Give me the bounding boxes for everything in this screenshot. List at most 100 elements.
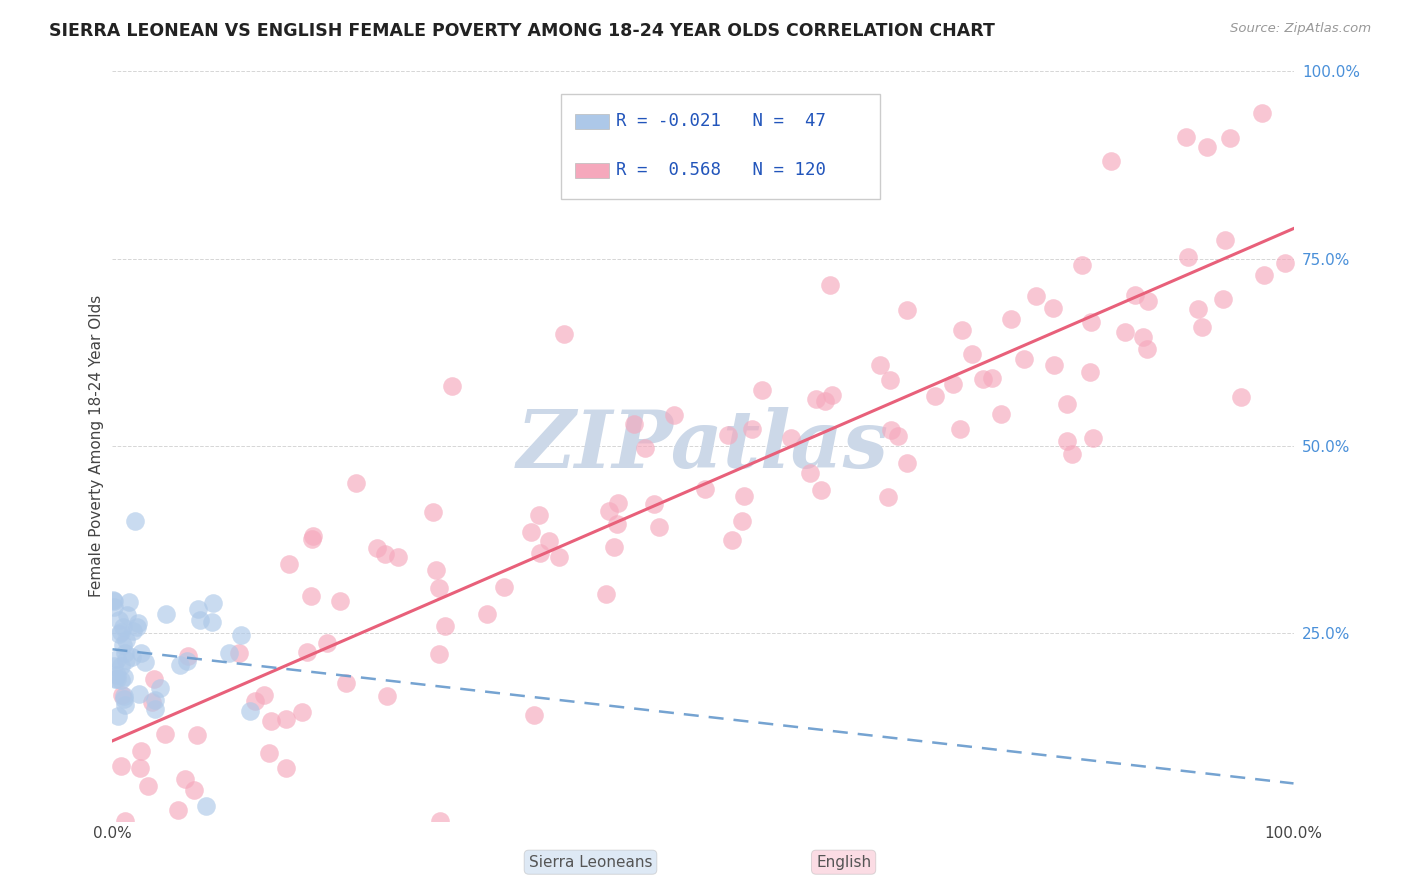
Point: [110, 759, 132, 773]
Point: [721, 533, 744, 548]
Point: [441, 379, 464, 393]
Point: [190, 613, 212, 627]
Point: [595, 586, 617, 600]
Point: [260, 714, 283, 729]
FancyBboxPatch shape: [575, 114, 609, 129]
Point: [128, 687, 150, 701]
Point: [962, 346, 984, 360]
Point: [114, 698, 136, 712]
Point: [427, 648, 450, 662]
Text: ZIPatlas: ZIPatlas: [517, 408, 889, 484]
Point: [603, 540, 626, 554]
Point: [374, 547, 396, 561]
FancyBboxPatch shape: [561, 94, 880, 199]
Point: [111, 620, 134, 634]
Point: [880, 423, 903, 437]
Point: [366, 541, 388, 556]
Point: [810, 483, 832, 497]
Point: [741, 422, 763, 436]
Point: [143, 693, 166, 707]
Point: [169, 657, 191, 672]
Point: [648, 520, 671, 534]
Point: [1042, 301, 1064, 315]
Point: [176, 648, 198, 663]
Point: [315, 636, 337, 650]
Point: [274, 761, 297, 775]
Point: [1080, 365, 1102, 379]
Point: [127, 615, 149, 630]
Point: [103, 600, 125, 615]
Point: [229, 628, 252, 642]
Point: [520, 525, 543, 540]
Y-axis label: Female Poverty Among 18-24 Year Olds: Female Poverty Among 18-24 Year Olds: [89, 295, 104, 597]
Text: R = -0.021   N =  47: R = -0.021 N = 47: [616, 112, 825, 130]
Point: [114, 670, 136, 684]
Point: [174, 772, 197, 786]
Point: [1025, 288, 1047, 302]
Point: [879, 373, 901, 387]
Point: [1274, 256, 1296, 270]
Point: [111, 689, 134, 703]
Point: [475, 607, 498, 621]
Point: [186, 727, 208, 741]
Point: [105, 652, 128, 666]
Point: [422, 505, 444, 519]
Point: [143, 672, 166, 686]
Point: [529, 546, 551, 560]
Point: [114, 646, 136, 660]
Point: [1000, 311, 1022, 326]
Point: [548, 549, 571, 564]
Point: [523, 708, 546, 723]
Point: [295, 645, 318, 659]
Point: [138, 779, 160, 793]
Point: [129, 744, 152, 758]
Point: [606, 516, 628, 531]
Point: [276, 712, 298, 726]
Point: [218, 646, 240, 660]
Point: [623, 417, 645, 432]
Point: [112, 638, 135, 652]
Point: [751, 383, 773, 397]
Point: [427, 581, 450, 595]
Point: [141, 695, 163, 709]
Point: [1056, 397, 1078, 411]
Point: [124, 514, 146, 528]
Point: [425, 563, 447, 577]
Point: [1136, 294, 1159, 309]
Point: [896, 457, 918, 471]
Point: [183, 782, 205, 797]
Point: [1083, 431, 1105, 445]
Point: [733, 489, 755, 503]
Point: [118, 595, 141, 609]
Point: [115, 607, 138, 622]
Point: [1114, 325, 1136, 339]
Point: [228, 646, 250, 660]
Point: [1132, 330, 1154, 344]
Point: [821, 388, 844, 402]
Point: [112, 692, 135, 706]
Point: [1219, 130, 1241, 145]
Point: [1012, 352, 1035, 367]
Text: Sierra Leoneans: Sierra Leoneans: [529, 855, 652, 870]
Point: [104, 672, 127, 686]
Point: [105, 667, 128, 681]
Point: [1125, 287, 1147, 301]
Point: [121, 624, 143, 638]
Point: [195, 798, 218, 813]
Point: [387, 549, 409, 564]
Point: [335, 676, 357, 690]
Point: [149, 681, 172, 695]
Point: [1175, 129, 1198, 144]
FancyBboxPatch shape: [575, 163, 609, 178]
Point: [375, 689, 398, 703]
Point: [429, 814, 451, 828]
Point: [112, 689, 135, 703]
Point: [924, 389, 946, 403]
Point: [176, 653, 198, 667]
Point: [128, 760, 150, 774]
Point: [155, 727, 177, 741]
Point: [125, 620, 148, 634]
Point: [301, 529, 323, 543]
Point: [105, 672, 128, 686]
Point: [643, 497, 665, 511]
